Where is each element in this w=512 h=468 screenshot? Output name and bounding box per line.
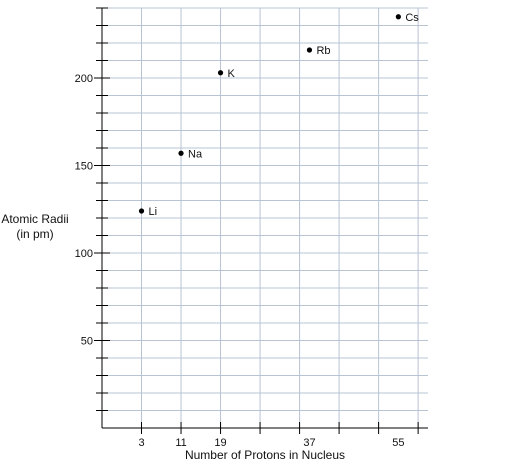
x-tick-label: 19	[214, 437, 226, 449]
data-label-cs: Cs	[405, 12, 419, 24]
data-label-na: Na	[188, 148, 203, 160]
x-tick-label: 37	[303, 437, 315, 449]
y-tick-label: 50	[81, 336, 93, 348]
data-point-na	[178, 150, 184, 156]
y-tick-label: 200	[75, 73, 93, 85]
data-label-k: K	[228, 68, 236, 80]
y-axis-title-line2: (in pm)	[16, 227, 54, 241]
data-point-li	[138, 208, 145, 214]
x-tick-label: 11	[175, 437, 186, 449]
y-tick-label: 100	[75, 248, 93, 260]
y-axis-title: Atomic Radii (in pm)	[0, 212, 70, 242]
data-point-k	[217, 70, 224, 76]
x-axis-title: Number of Protons in Nucleus	[184, 448, 346, 462]
data-point-rb	[306, 47, 313, 53]
x-tick-label: 55	[392, 437, 404, 449]
y-tick-label: 150	[75, 161, 93, 173]
data-label-rb: Rb	[316, 45, 330, 57]
x-tick-label: 3	[138, 437, 144, 449]
data-point-cs	[395, 14, 401, 20]
data-label-li: Li	[149, 206, 158, 218]
y-axis-title-line1: Atomic Radii	[1, 212, 69, 226]
